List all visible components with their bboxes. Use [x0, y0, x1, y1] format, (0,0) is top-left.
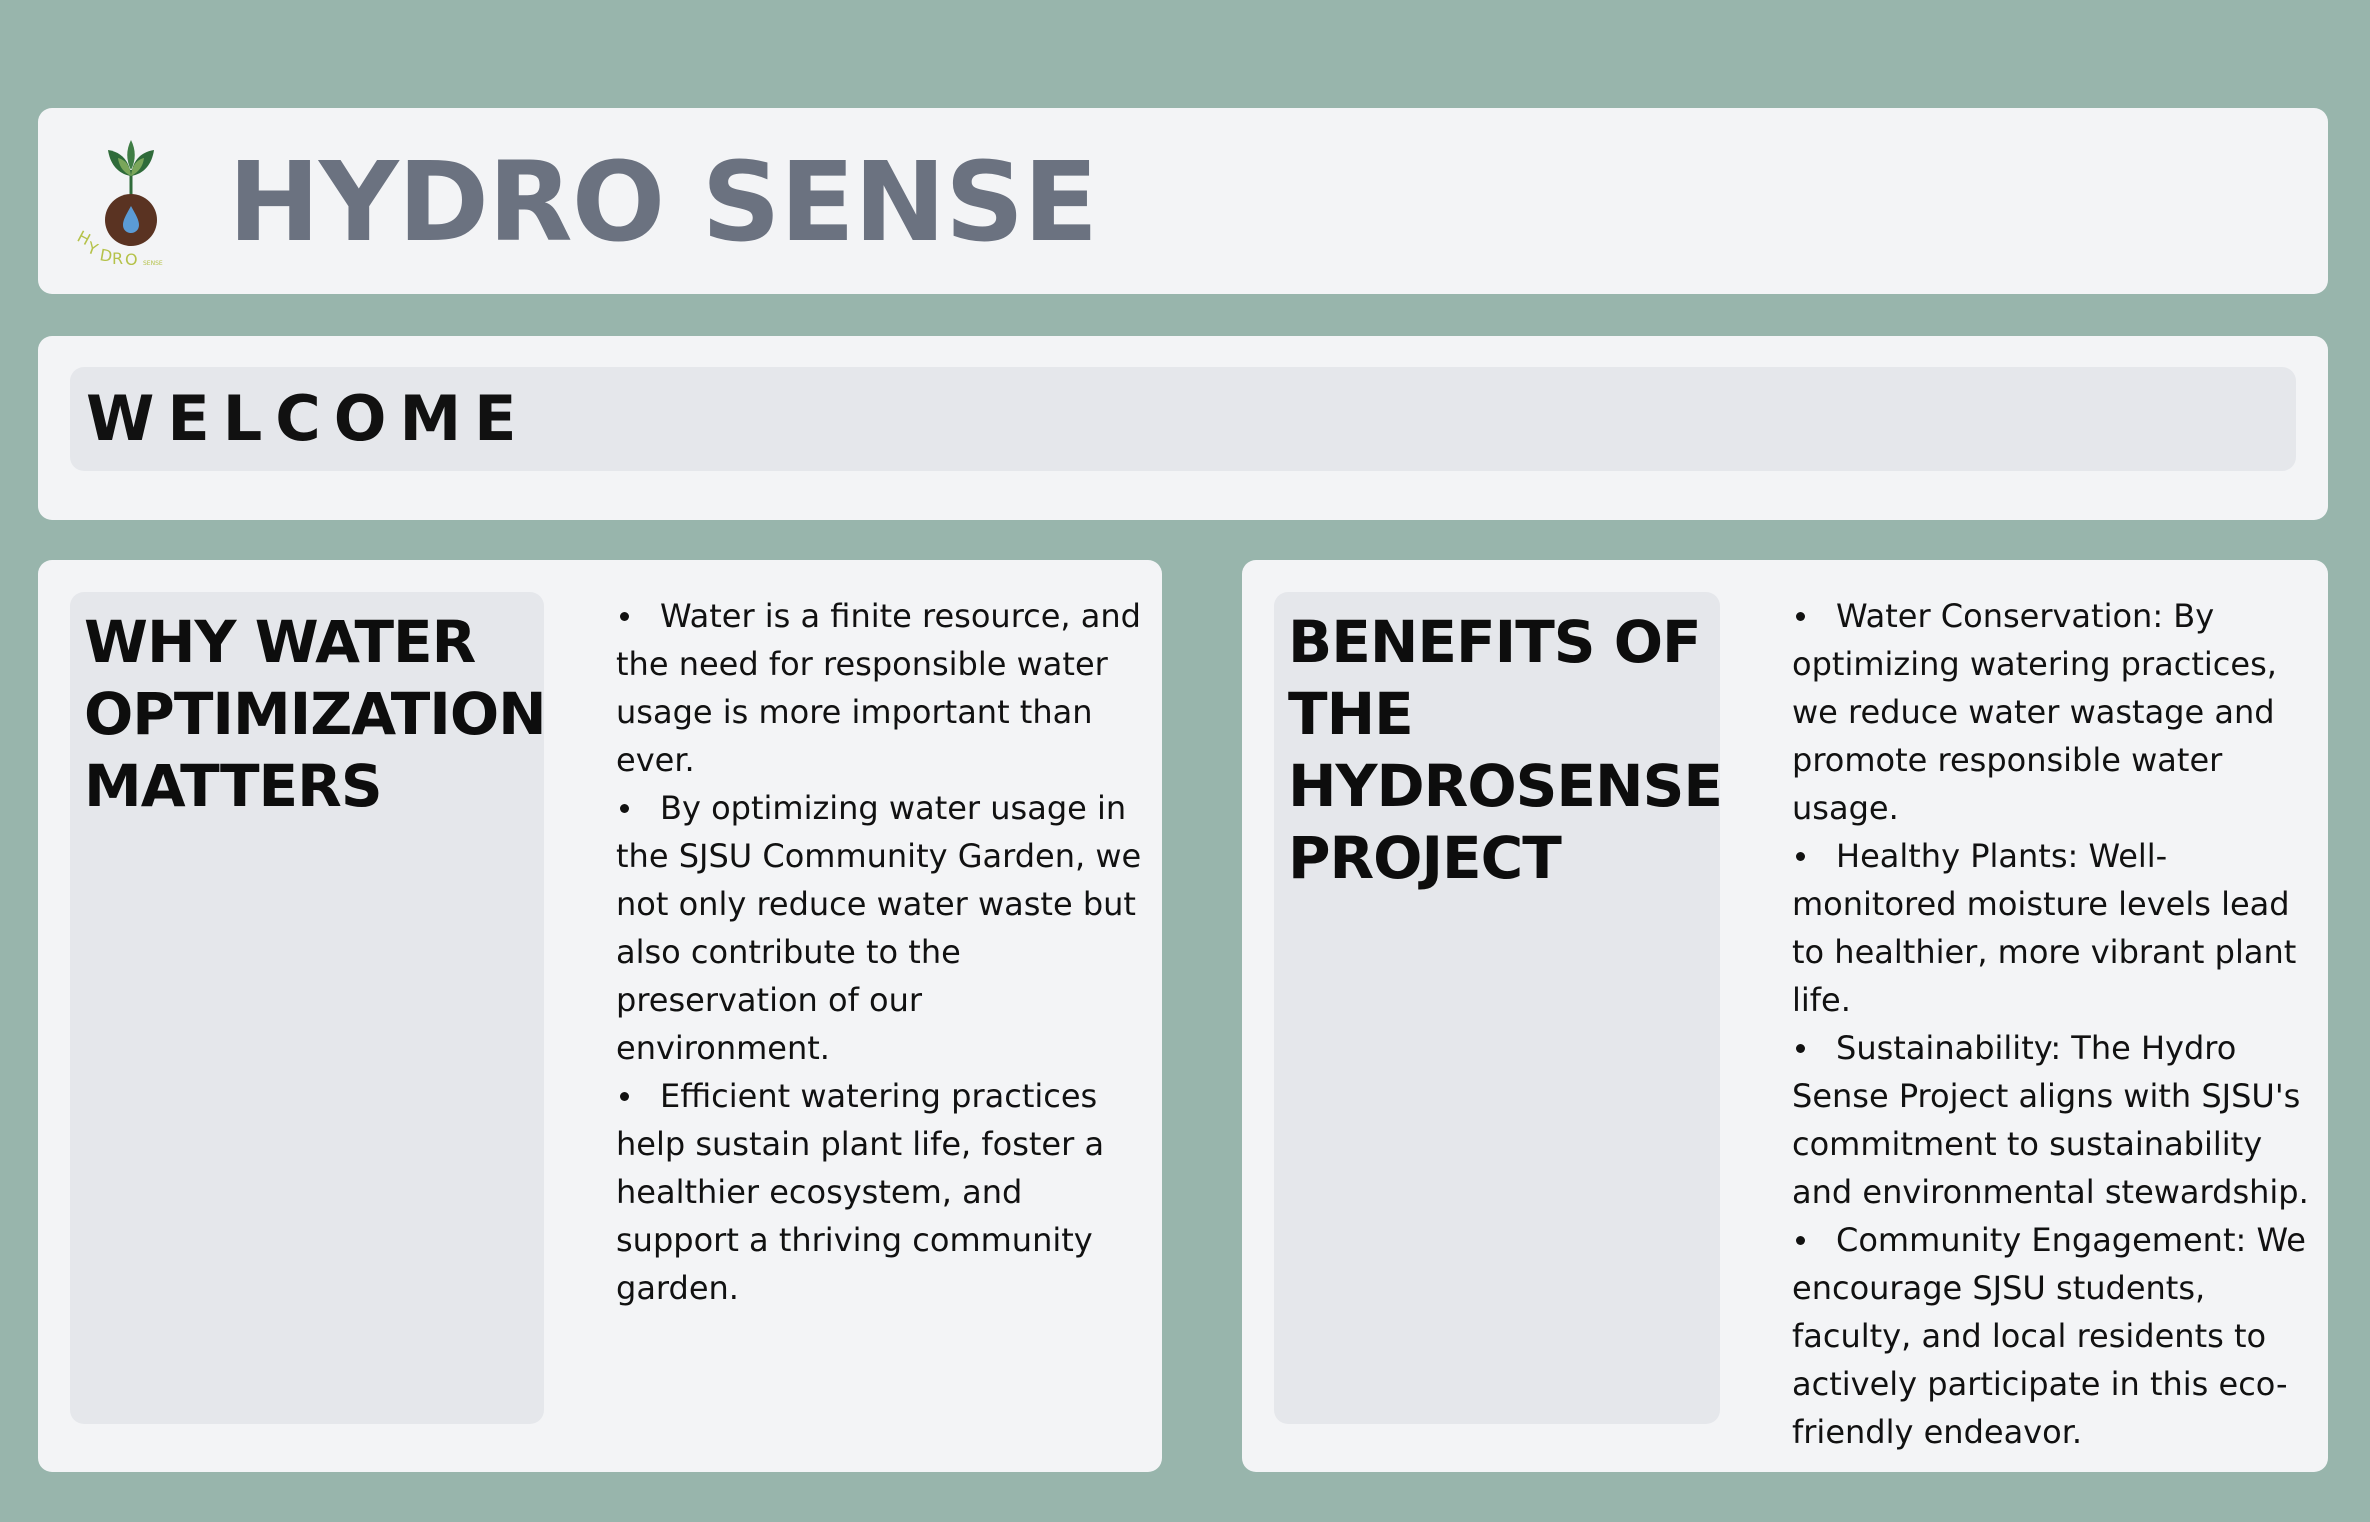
header-card: H Y D R O SENSE HYDRO SENSE	[38, 108, 2328, 294]
list-item: Community Engagement: We encourage SJSU …	[1792, 1216, 2312, 1456]
list-item: Water is a finite resource, and the need…	[616, 592, 1146, 784]
why-water-card: WHY WATER OPTIMIZATION MATTERS Water is …	[38, 560, 1162, 1472]
why-heading: WHY WATER OPTIMIZATION MATTERS	[84, 608, 547, 820]
svg-text:D: D	[98, 245, 113, 266]
list-item: Water Conservation: By optimizing wateri…	[1792, 592, 2312, 832]
hydro-sense-logo-icon[interactable]: H Y D R O SENSE	[66, 136, 196, 276]
welcome-banner: WELCOME	[70, 367, 2296, 471]
benefits-heading-panel: BENEFITS OF THE HYDROSENSE PROJECT	[1274, 592, 1723, 1424]
welcome-heading: WELCOME	[86, 382, 530, 455]
list-item: Sustainability: The Hydro Sense Project …	[1792, 1024, 2312, 1216]
why-heading-panel: WHY WATER OPTIMIZATION MATTERS	[70, 592, 547, 1424]
welcome-card: WELCOME	[38, 336, 2328, 520]
svg-text:R: R	[112, 249, 123, 268]
benefits-heading: BENEFITS OF THE HYDROSENSE PROJECT	[1288, 608, 1723, 892]
list-item: By optimizing water usage in the SJSU Co…	[616, 784, 1146, 1072]
svg-text:SENSE: SENSE	[143, 260, 163, 267]
benefits-card: BENEFITS OF THE HYDROSENSE PROJECT Water…	[1242, 560, 2328, 1472]
svg-text:O: O	[125, 250, 138, 269]
list-item: Efficient watering practices help sustai…	[616, 1072, 1146, 1312]
benefits-bullet-list: Water Conservation: By optimizing wateri…	[1792, 592, 2312, 1456]
why-bullet-list: Water is a finite resource, and the need…	[616, 592, 1146, 1312]
list-item: Healthy Plants: Well-monitored moisture …	[1792, 832, 2312, 1024]
site-title: HYDRO SENSE	[228, 138, 1098, 266]
